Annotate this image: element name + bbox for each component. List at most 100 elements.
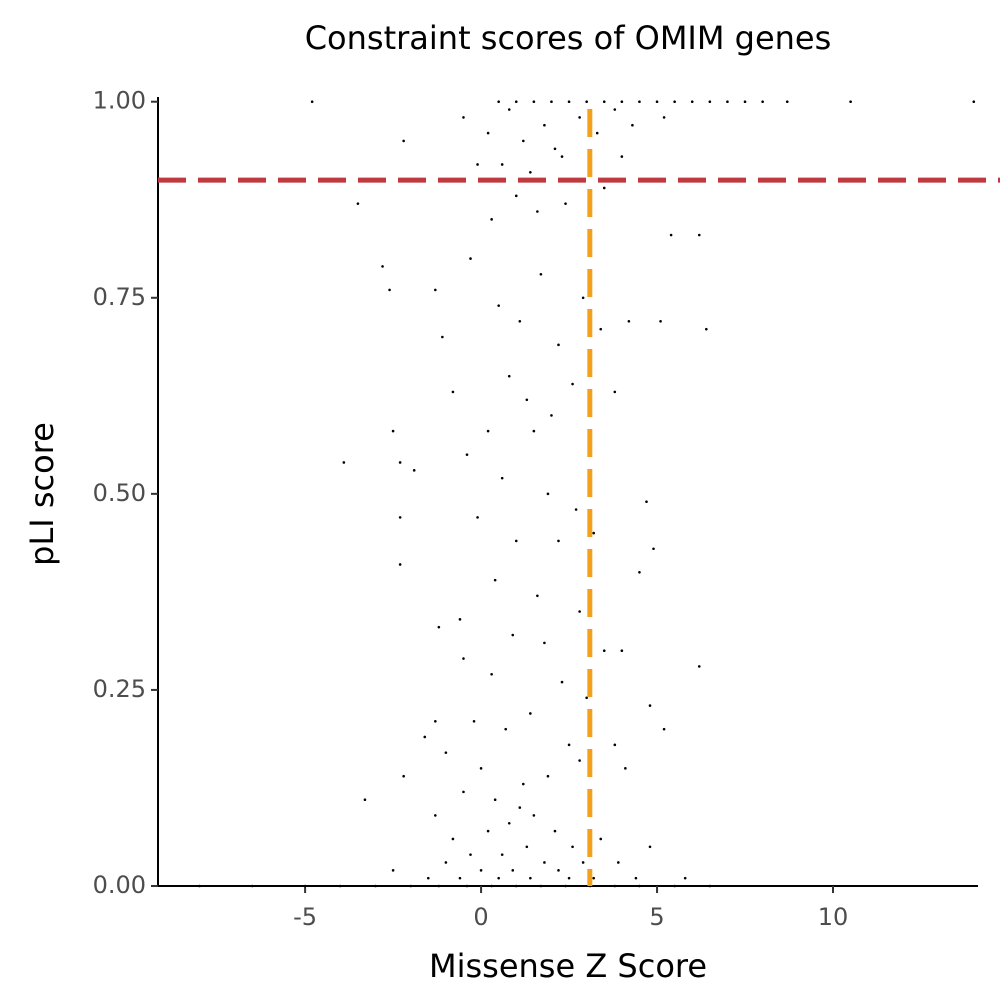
point bbox=[557, 869, 560, 872]
point bbox=[567, 743, 571, 747]
point bbox=[437, 884, 441, 888]
point bbox=[472, 719, 476, 723]
point bbox=[761, 100, 764, 104]
point bbox=[705, 327, 708, 331]
point bbox=[423, 735, 427, 739]
point bbox=[398, 461, 402, 464]
point bbox=[652, 547, 655, 551]
point bbox=[500, 853, 504, 856]
point bbox=[669, 233, 673, 237]
point bbox=[638, 100, 641, 104]
point bbox=[303, 884, 307, 888]
point bbox=[578, 610, 581, 613]
point bbox=[458, 618, 462, 621]
point bbox=[571, 382, 574, 386]
point bbox=[363, 798, 367, 802]
point bbox=[518, 320, 522, 323]
point bbox=[785, 100, 789, 104]
point bbox=[602, 100, 606, 104]
point bbox=[514, 194, 518, 198]
point bbox=[673, 884, 676, 888]
point bbox=[624, 767, 627, 770]
point bbox=[434, 288, 437, 292]
point bbox=[673, 100, 676, 104]
point bbox=[409, 884, 412, 888]
point bbox=[560, 155, 564, 158]
point bbox=[490, 884, 493, 888]
point bbox=[634, 876, 638, 880]
point bbox=[564, 884, 567, 888]
x-axis-label: Missense Z Score bbox=[429, 947, 707, 985]
point bbox=[743, 100, 747, 104]
point bbox=[550, 100, 553, 104]
point bbox=[514, 539, 518, 543]
point bbox=[585, 100, 588, 104]
point bbox=[602, 186, 606, 190]
point bbox=[546, 492, 550, 496]
point bbox=[708, 884, 712, 888]
point bbox=[426, 876, 430, 880]
point bbox=[849, 100, 852, 104]
point bbox=[620, 155, 624, 158]
point bbox=[451, 837, 455, 841]
point bbox=[525, 398, 529, 402]
point bbox=[581, 861, 585, 864]
point bbox=[578, 116, 581, 119]
point bbox=[522, 782, 525, 786]
point bbox=[251, 884, 254, 888]
point bbox=[486, 829, 490, 833]
point bbox=[493, 578, 497, 582]
x-tick-label: -5 bbox=[293, 903, 317, 931]
point bbox=[402, 774, 405, 778]
point bbox=[617, 861, 620, 864]
point bbox=[529, 170, 532, 174]
point bbox=[451, 390, 455, 394]
point bbox=[655, 100, 659, 104]
point bbox=[620, 100, 624, 104]
point bbox=[571, 845, 574, 849]
point bbox=[356, 202, 360, 205]
point bbox=[560, 680, 564, 684]
point bbox=[529, 712, 532, 715]
y-tick-label: 1.00 bbox=[93, 87, 146, 115]
point bbox=[539, 884, 543, 888]
point bbox=[441, 335, 444, 339]
point bbox=[532, 100, 536, 104]
point bbox=[444, 751, 448, 754]
point bbox=[486, 429, 490, 433]
point bbox=[539, 272, 543, 276]
point bbox=[500, 163, 504, 166]
point bbox=[500, 476, 504, 480]
point bbox=[613, 743, 617, 747]
point bbox=[592, 531, 595, 535]
point bbox=[462, 790, 465, 794]
point bbox=[391, 429, 395, 433]
point bbox=[518, 806, 522, 809]
x-tick-label: 5 bbox=[649, 903, 664, 931]
point bbox=[465, 884, 469, 888]
point bbox=[458, 876, 462, 880]
point bbox=[683, 876, 687, 880]
point bbox=[511, 869, 515, 872]
point bbox=[434, 719, 437, 723]
point bbox=[342, 461, 346, 464]
point bbox=[662, 727, 666, 731]
point bbox=[638, 884, 641, 888]
point bbox=[578, 759, 581, 762]
point bbox=[198, 884, 201, 888]
point bbox=[613, 390, 617, 394]
point bbox=[532, 429, 536, 433]
point bbox=[546, 774, 550, 778]
point bbox=[592, 876, 595, 880]
point bbox=[638, 570, 641, 574]
point bbox=[497, 304, 500, 307]
point bbox=[581, 296, 585, 300]
y-tick-label: 0.25 bbox=[93, 675, 146, 703]
point bbox=[708, 100, 712, 104]
point bbox=[479, 767, 483, 770]
point bbox=[462, 116, 465, 119]
point bbox=[557, 539, 560, 543]
point bbox=[613, 884, 617, 888]
point bbox=[522, 139, 525, 143]
